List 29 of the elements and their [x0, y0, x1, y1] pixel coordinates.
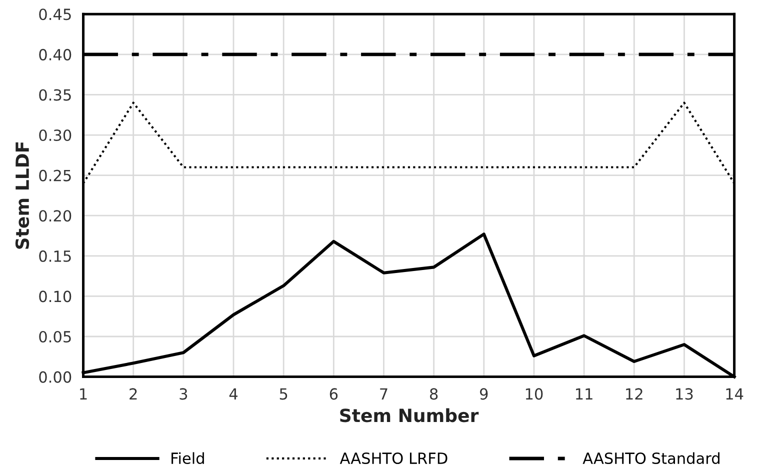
- x-tick-label: 7: [380, 388, 388, 400]
- y-tick-label: 0.45: [39, 8, 71, 20]
- x-tick-label: 11: [576, 388, 592, 400]
- legend-label: AASHTO LRFD: [340, 452, 448, 464]
- y-tick-label: 0.25: [39, 170, 71, 182]
- y-tick-label: 0.10: [39, 290, 72, 302]
- x-tick-label: 6: [330, 388, 338, 400]
- y-tick-label: 0.00: [39, 371, 72, 383]
- y-tick-label: 0.15: [39, 250, 71, 262]
- legend-label: AASHTO Standard: [582, 452, 720, 464]
- x-tick-label: 3: [180, 388, 188, 400]
- y-tick-label: 0.40: [39, 48, 72, 60]
- x-axis-title: Stem Number: [340, 408, 479, 422]
- y-tick-label: 0.20: [39, 210, 72, 222]
- x-tick-label: 4: [229, 388, 238, 400]
- legend-label: Field: [172, 452, 204, 464]
- x-tick-label: 5: [280, 388, 288, 400]
- x-tick-label: 1: [80, 388, 87, 400]
- x-tick-label: 9: [480, 388, 488, 400]
- x-tick-label: 14: [726, 388, 744, 400]
- x-tick-label: 13: [676, 388, 693, 400]
- x-tick-label: 8: [430, 388, 438, 400]
- x-tick-label: 10: [526, 388, 543, 400]
- y-tick-label: 0.35: [39, 89, 71, 101]
- y-axis-title: Stem LLDF: [15, 142, 30, 249]
- y-tick-label: 0.30: [39, 129, 72, 142]
- x-tick-label: 12: [626, 388, 642, 400]
- x-tick-label: 2: [130, 388, 137, 400]
- y-tick-label: 0.05: [39, 330, 71, 343]
